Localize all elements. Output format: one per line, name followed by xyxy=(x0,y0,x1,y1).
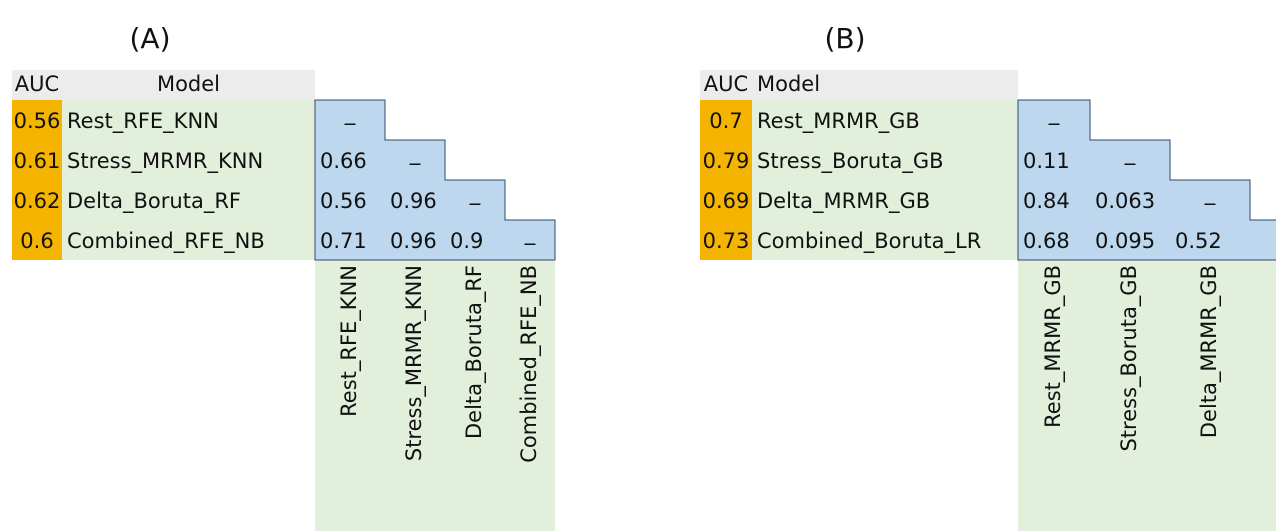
p-value: 0.063 xyxy=(1095,189,1155,213)
model-name: Combined_RFE_NB xyxy=(67,229,265,254)
model-name: Delta_MRMR_GB xyxy=(757,189,930,214)
column-label-bg xyxy=(315,260,555,531)
diagonal-cell: _ xyxy=(524,221,536,246)
column-label: Combined_RFE_NB xyxy=(517,265,542,463)
auc-value: 0.79 xyxy=(703,149,750,173)
panel-label: (A) xyxy=(129,22,170,55)
header-bg xyxy=(700,70,1018,100)
p-value: 0.71 xyxy=(320,229,367,253)
model-name: Stress_MRMR_KNN xyxy=(67,149,263,174)
header-bg xyxy=(12,70,315,100)
column-label: Stress_Boruta_GB xyxy=(1117,265,1142,452)
column-label-bg xyxy=(1018,260,1276,531)
diagonal-cell: _ xyxy=(409,141,421,166)
diagonal-cell: _ xyxy=(1204,181,1216,206)
auc-value: 0.56 xyxy=(14,109,61,133)
p-value: 0.66 xyxy=(320,149,367,173)
p-value: 0.52 xyxy=(1175,229,1222,253)
auc-value: 0.69 xyxy=(703,189,750,213)
auc-value: 0.61 xyxy=(14,149,61,173)
p-value: 0.84 xyxy=(1023,189,1070,213)
column-label: Delta_Boruta_RF xyxy=(462,265,487,439)
diagonal-cell: _ xyxy=(1124,141,1136,166)
auc-value: 0.7 xyxy=(709,109,742,133)
header-model: Model xyxy=(157,72,220,96)
p-value: 0.56 xyxy=(320,189,367,213)
model-name: Rest_RFE_KNN xyxy=(67,109,219,134)
p-value: 0.11 xyxy=(1023,149,1070,173)
header-auc: AUC xyxy=(15,72,59,96)
diagonal-cell: _ xyxy=(469,181,481,206)
auc-value: 0.6 xyxy=(20,229,53,253)
header-auc: AUC xyxy=(704,72,748,96)
auc-value: 0.62 xyxy=(14,189,61,213)
p-value: 0.96 xyxy=(390,229,437,253)
column-label: Delta_MRMR_GB xyxy=(1197,265,1222,438)
model-bg xyxy=(752,100,1018,260)
matrix-bg xyxy=(1017,99,1276,261)
auc-bg xyxy=(700,100,752,260)
p-value: 0.095 xyxy=(1095,229,1155,253)
model-name: Delta_Boruta_RF xyxy=(67,189,241,214)
auc-bg xyxy=(12,100,62,260)
model-name: Stress_Boruta_GB xyxy=(757,149,944,174)
diagonal-cell: _ xyxy=(344,101,356,126)
model-name: Combined_Boruta_LR xyxy=(757,229,981,254)
header-model: Model xyxy=(757,72,820,96)
model-name: Rest_MRMR_GB xyxy=(757,109,920,134)
column-label: Rest_RFE_KNN xyxy=(337,265,362,417)
panel-label: (B) xyxy=(824,22,865,55)
p-value: 0.68 xyxy=(1023,229,1070,253)
p-value: 0.96 xyxy=(390,189,437,213)
diagonal-cell: _ xyxy=(1048,101,1060,126)
p-value: 0.9 xyxy=(450,229,483,253)
column-label: Rest_MRMR_GB xyxy=(1041,265,1066,428)
matrix-bg xyxy=(314,99,556,261)
auc-value: 0.73 xyxy=(703,229,750,253)
model-bg xyxy=(62,100,315,260)
column-label: Stress_MRMR_KNN xyxy=(402,265,427,461)
